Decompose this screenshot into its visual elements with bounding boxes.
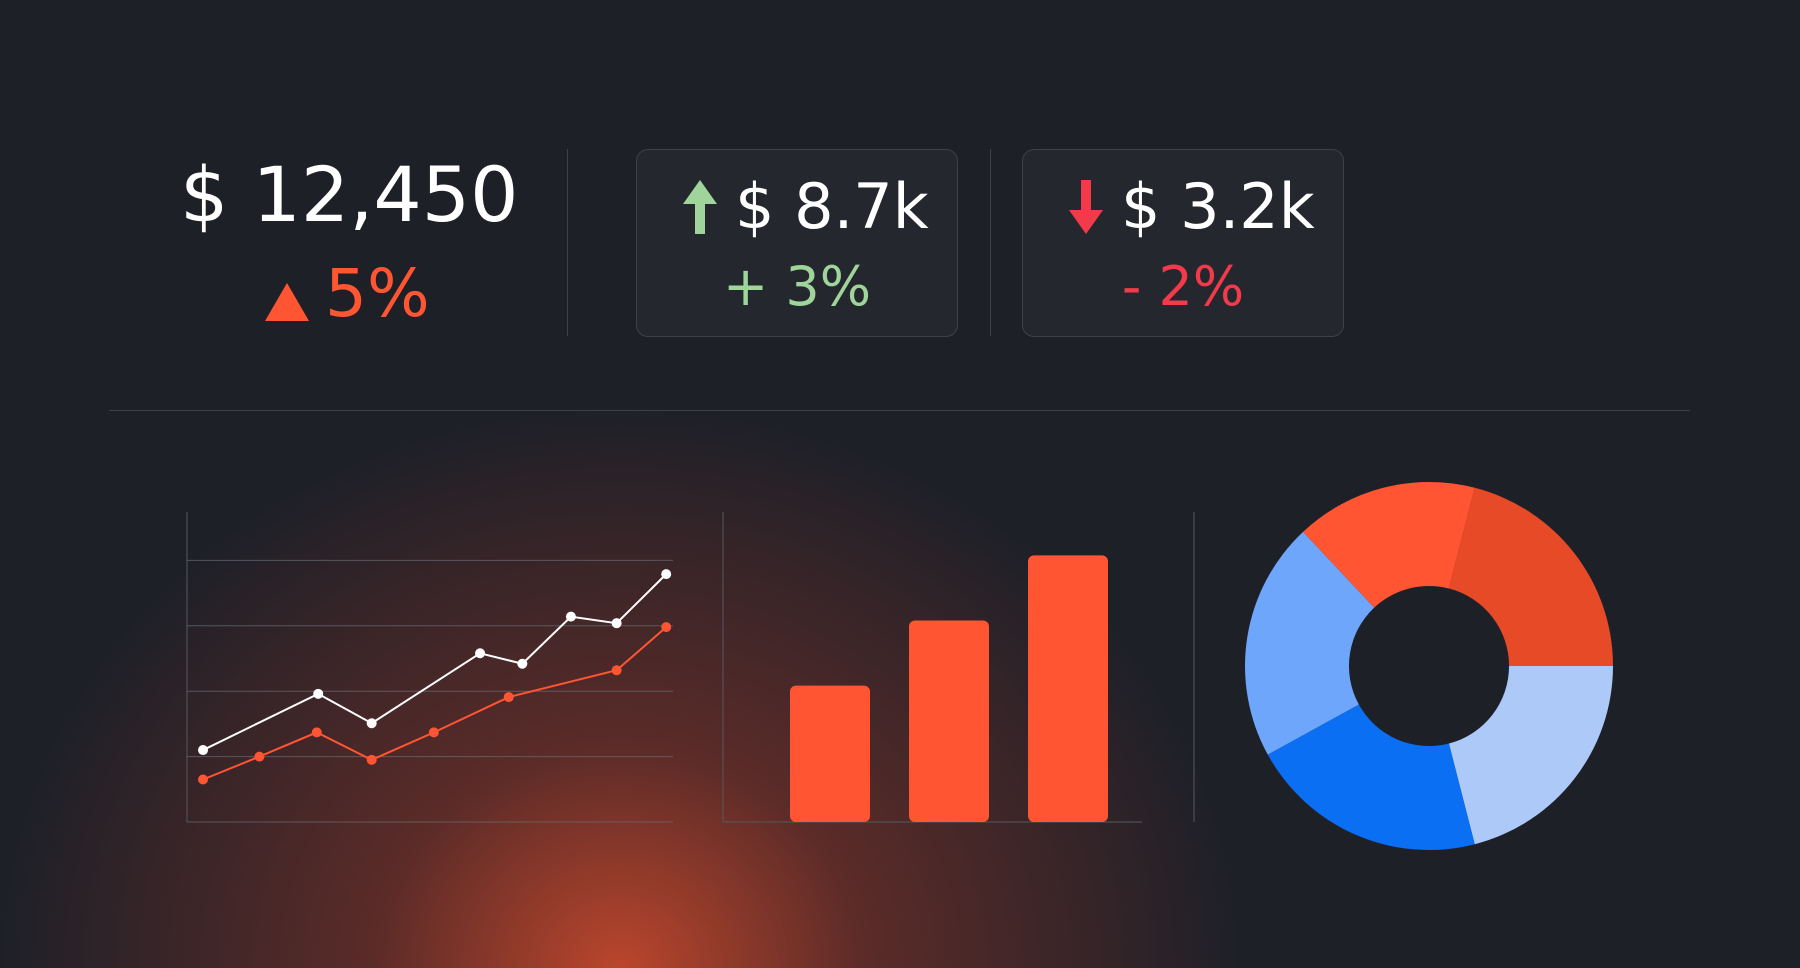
point <box>611 618 622 629</box>
point <box>428 727 439 738</box>
point <box>313 688 324 699</box>
point <box>517 658 528 669</box>
kpi-card <box>1022 149 1344 337</box>
up-arrow <box>683 180 717 234</box>
point <box>475 648 486 659</box>
point <box>366 754 377 765</box>
kpi-change: - 2% <box>1121 255 1245 318</box>
separator <box>109 410 1690 411</box>
donut-slice <box>1448 666 1613 845</box>
donut-slice <box>1448 487 1613 666</box>
point <box>611 665 622 676</box>
donut-slice <box>1303 481 1475 608</box>
point <box>254 751 265 762</box>
up-triangle <box>265 283 309 321</box>
kpi-change: 5% <box>325 255 430 332</box>
point <box>198 745 209 756</box>
donut-slice <box>1245 531 1375 755</box>
divider <box>567 149 568 336</box>
line <box>202 626 667 781</box>
kpi-value: $ 3.2k <box>1121 170 1315 243</box>
point <box>311 727 322 738</box>
kpi-value: $ 12,450 <box>180 150 519 239</box>
down-arrow <box>1069 180 1103 234</box>
point <box>198 774 209 785</box>
bar <box>1028 555 1108 822</box>
line <box>202 573 667 751</box>
divider <box>990 149 991 336</box>
point <box>503 692 514 703</box>
point <box>661 569 672 580</box>
bar <box>790 685 870 822</box>
bar <box>909 620 989 822</box>
kpi-value: $ 8.7k <box>735 170 929 243</box>
donut-slice <box>1267 704 1475 851</box>
kpi-change: + 3% <box>722 255 872 318</box>
point <box>366 718 377 729</box>
point <box>565 611 576 622</box>
kpi-card <box>636 149 958 337</box>
point <box>661 622 672 633</box>
